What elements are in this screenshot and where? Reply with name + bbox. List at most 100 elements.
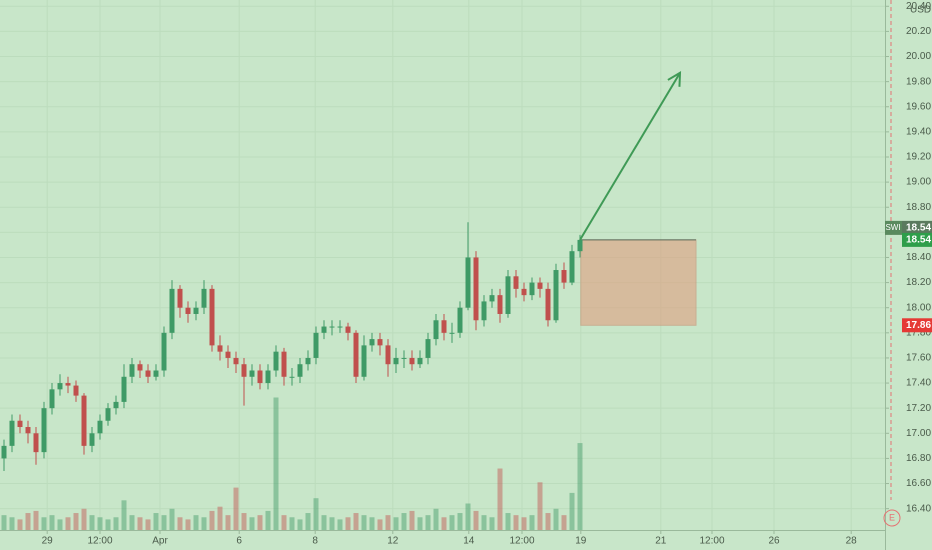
volume-bar: [305, 513, 311, 530]
y-tick-label: 16.80: [906, 453, 931, 464]
candle-body: [553, 270, 559, 321]
volume-bar: [1, 515, 7, 530]
x-tick-label: 12:00: [87, 536, 112, 547]
volume-bar: [497, 468, 503, 530]
x-tick-label: 26: [768, 536, 780, 547]
volume-bar: [249, 517, 255, 530]
y-tick-label: 16.60: [906, 478, 931, 489]
stop-price-tag-box: [902, 318, 932, 333]
y-tick-label: 19.20: [906, 152, 931, 163]
volume-bar: [17, 519, 23, 530]
candle-body: [545, 288, 551, 321]
volume-bar: [209, 510, 215, 530]
volume-bar: [257, 515, 263, 530]
y-tick-label: 17.00: [906, 428, 931, 439]
candle-body: [193, 307, 199, 314]
volume-bar: [121, 500, 127, 530]
candle-body: [217, 345, 223, 352]
volume-bar: [361, 515, 367, 530]
candle-body: [473, 257, 479, 321]
volume-bar: [241, 513, 247, 530]
candle-body: [257, 370, 263, 384]
volume-bar: [313, 498, 319, 530]
candle-body: [225, 351, 231, 358]
candle-body: [521, 288, 527, 296]
candle-body: [401, 357, 407, 359]
volume-bar: [41, 517, 47, 530]
x-tick-label: 14: [463, 536, 475, 547]
candle-body: [25, 427, 31, 434]
candle-body: [41, 408, 47, 453]
candle-body: [57, 383, 63, 390]
axes: 16.40 16.60 16.80 17.00 17.20 17.40 17.60 17.80…: [42, 1, 932, 547]
y-tick-label: 16.40: [906, 503, 931, 514]
candle-body: [153, 370, 159, 377]
earnings-marker[interactable]: [883, 509, 901, 527]
volume-bar: [553, 508, 559, 530]
stop-price-tag: 17.86: [906, 320, 931, 331]
arrow-head: [667, 71, 682, 87]
volume-bar: [457, 513, 463, 530]
candle-body: [489, 295, 495, 302]
volume-bar: [513, 515, 519, 530]
candle-body: [177, 288, 183, 308]
x-tick-label: 29: [42, 536, 54, 547]
volume-bar: [505, 513, 511, 530]
volume-bar: [473, 510, 479, 530]
candle-body: [289, 376, 295, 378]
volume-bar: [417, 517, 423, 530]
candle-body: [49, 389, 55, 409]
volume-bar: [441, 517, 447, 530]
volume-bar: [329, 517, 335, 530]
candle-body: [377, 339, 383, 346]
volume-bar: [65, 517, 71, 530]
candle-body: [417, 357, 423, 365]
volume-bar: [25, 513, 31, 530]
candle-body: [65, 383, 71, 386]
candle-body: [337, 326, 343, 328]
candle-body: [393, 357, 399, 365]
volume-bar: [489, 517, 495, 530]
volume-bar: [281, 515, 287, 530]
candle-body: [321, 326, 327, 333]
volume-bar: [153, 513, 159, 530]
candle-body: [169, 288, 175, 333]
position-box: [580, 239, 697, 326]
candle-body: [497, 295, 503, 314]
volume-bar: [393, 517, 399, 530]
volume-bar: [81, 508, 87, 530]
candle-body: [529, 282, 535, 296]
candle-body: [113, 401, 119, 409]
candle-body: [481, 301, 487, 321]
volume-bar: [577, 443, 583, 530]
candle-body: [441, 320, 447, 333]
candle-body: [241, 364, 247, 377]
candle-body: [345, 326, 351, 333]
candle-body: [537, 282, 543, 289]
candle-body: [569, 251, 575, 283]
y-tick-label: 19.40: [906, 127, 931, 138]
currency-label: USD: [910, 5, 931, 16]
volume-bar: [49, 515, 55, 530]
volume-bar: [569, 492, 575, 530]
candle-body: [105, 408, 111, 421]
volume-bar: [225, 515, 231, 530]
volume-bar: [113, 517, 119, 530]
candle-body: [17, 420, 23, 428]
volume-bar: [73, 513, 79, 530]
candle-body: [129, 364, 135, 377]
symbol-box: [885, 220, 902, 235]
volume-bar: [521, 517, 527, 530]
volume-bar: [561, 515, 567, 530]
volume-pane: [1, 397, 583, 530]
candle-body: [457, 307, 463, 333]
volume-bar: [433, 508, 439, 530]
entry-tag-box: [902, 220, 932, 235]
volume-bar: [265, 510, 271, 530]
x-tick-label: Apr: [152, 536, 168, 547]
candle-body: [329, 326, 335, 328]
candle-body: [425, 339, 431, 358]
x-tick-label: 19: [575, 536, 587, 547]
volume-bar: [161, 515, 167, 530]
grid: [0, 0, 885, 530]
